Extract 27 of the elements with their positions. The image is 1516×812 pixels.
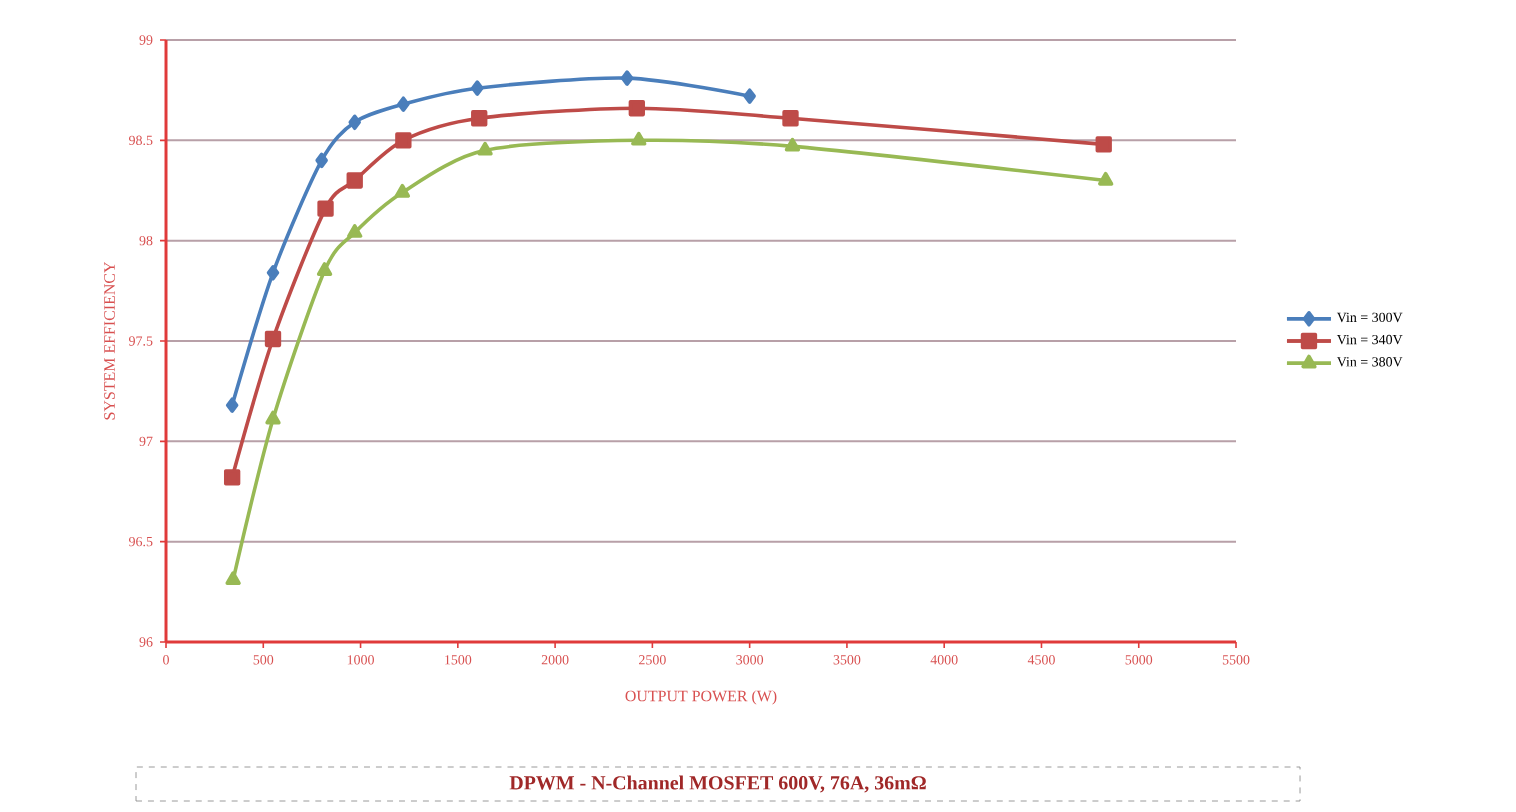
point <box>225 571 241 585</box>
point <box>1098 171 1114 186</box>
point <box>628 100 645 117</box>
point <box>225 397 239 413</box>
point <box>315 152 328 169</box>
point <box>1095 136 1112 153</box>
point <box>346 172 363 189</box>
point <box>477 141 493 156</box>
point <box>317 200 334 217</box>
point <box>471 110 488 127</box>
point <box>471 80 484 96</box>
point <box>264 330 282 348</box>
point <box>265 410 281 425</box>
point <box>223 469 241 486</box>
point <box>394 183 411 198</box>
point <box>631 131 647 146</box>
point <box>784 137 801 152</box>
point <box>266 264 280 281</box>
point <box>782 110 799 127</box>
point <box>397 96 410 112</box>
text: DPWM - N-Channel MOSFET 600V, 76A, 36mΩ <box>509 775 926 793</box>
point <box>743 88 756 104</box>
point <box>395 132 412 149</box>
point <box>620 70 634 86</box>
point <box>348 114 362 131</box>
point <box>316 262 333 276</box>
point <box>347 224 363 238</box>
